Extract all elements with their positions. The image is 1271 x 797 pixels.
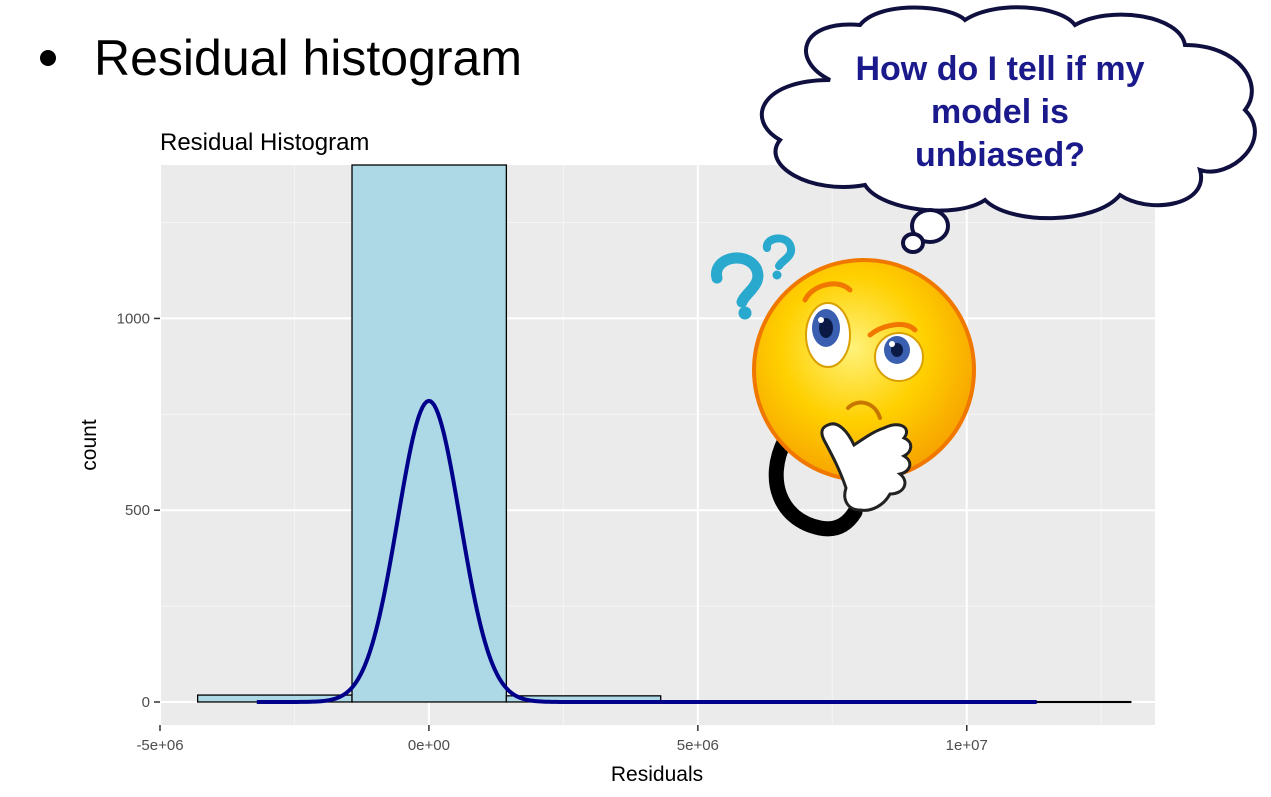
- thought-cloud-icon: [760, 5, 1257, 254]
- y-tick-label: 0: [142, 694, 150, 711]
- bullet-text: Residual histogram: [94, 30, 522, 86]
- question-mark-icon: [711, 234, 796, 320]
- plot-panel: [160, 165, 1155, 725]
- thought-bubble-text: How do I tell if my model is unbiased?: [855, 50, 1145, 174]
- x-axis: -5e+06 0e+00 5e+06 1e+07: [136, 725, 988, 754]
- chart-title: Residual Histogram: [160, 129, 369, 156]
- y-axis-label: count: [78, 419, 101, 471]
- x-tick-label: 5e+06: [677, 737, 719, 754]
- density-curve: [256, 398, 1037, 704]
- y-axis: 0 500 1000: [117, 310, 160, 711]
- grid-minor: [160, 165, 1155, 725]
- x-axis-label: Residuals: [611, 763, 703, 786]
- x-tick-label: 0e+00: [408, 737, 450, 754]
- bullet-dot-icon: [40, 50, 56, 66]
- histogram-bar: [351, 164, 508, 703]
- x-tick-label: 1e+07: [946, 737, 988, 754]
- y-tick-label: 1000: [117, 310, 150, 327]
- bullet-item: Residual histogram: [40, 28, 522, 88]
- x-tick-label: -5e+06: [136, 737, 183, 754]
- y-tick-label: 500: [125, 502, 150, 519]
- histogram-bars: [196, 164, 1132, 704]
